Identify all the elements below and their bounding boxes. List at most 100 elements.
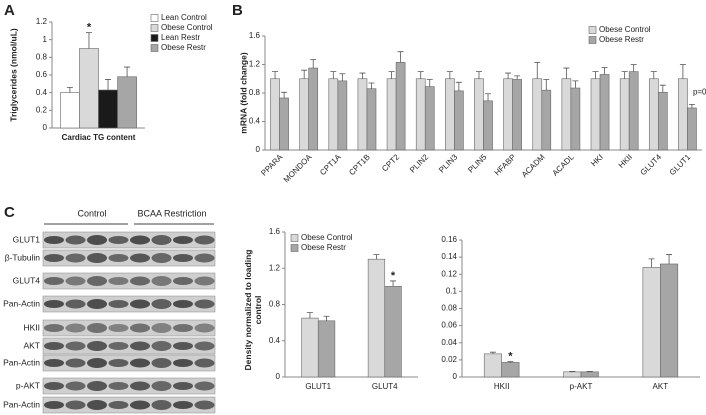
blot-band bbox=[65, 276, 86, 286]
blot-band bbox=[65, 400, 86, 410]
blot-band bbox=[87, 400, 107, 410]
panel-label: C bbox=[4, 204, 15, 221]
error-bar bbox=[388, 71, 395, 79]
bar bbox=[512, 79, 522, 151]
bar bbox=[337, 80, 348, 151]
y-tick-label: 0 bbox=[256, 145, 261, 154]
error-bar bbox=[563, 67, 570, 79]
error-bar bbox=[507, 361, 514, 363]
blot-label: Pan-Actin bbox=[3, 298, 40, 308]
blot-band bbox=[108, 254, 129, 262]
y-tick-label: 0.1 bbox=[446, 286, 458, 295]
bar bbox=[561, 78, 572, 151]
y-tick-label: 0 bbox=[453, 372, 458, 381]
y-tick-label: 0.04 bbox=[441, 338, 457, 347]
error-bar bbox=[373, 254, 380, 260]
bar bbox=[660, 263, 679, 378]
blot-strip bbox=[42, 354, 216, 372]
blot-band bbox=[151, 299, 172, 309]
blot-band bbox=[130, 276, 150, 286]
blot-band bbox=[194, 235, 215, 245]
blot-band bbox=[130, 341, 150, 351]
blot-band bbox=[108, 236, 129, 244]
bar bbox=[483, 100, 493, 151]
blot-band bbox=[173, 324, 193, 332]
bar bbox=[366, 88, 377, 151]
bar bbox=[483, 353, 502, 378]
legend-swatch bbox=[150, 24, 159, 32]
error-bar bbox=[630, 64, 637, 72]
y-tick-label: 0.4 bbox=[36, 88, 48, 97]
error-bar bbox=[390, 280, 397, 287]
legend-swatch bbox=[290, 234, 299, 242]
bar bbox=[687, 107, 697, 151]
blot-band bbox=[44, 254, 64, 262]
bar bbox=[642, 267, 661, 378]
y-tick-label: 0.16 bbox=[441, 235, 457, 244]
blot-band bbox=[65, 323, 86, 333]
error-bar bbox=[485, 93, 492, 101]
legend-label: Obese Restr bbox=[301, 243, 346, 252]
y-tick-label: 0 bbox=[276, 372, 281, 381]
bar bbox=[628, 71, 639, 151]
x-tick-label: HKII bbox=[617, 153, 634, 170]
blot-strip bbox=[42, 396, 216, 414]
x-tick-label: PPARA bbox=[259, 152, 285, 178]
blot-band bbox=[151, 323, 172, 333]
error-bar bbox=[475, 71, 482, 79]
error-bar bbox=[85, 32, 92, 49]
annotation: * bbox=[87, 22, 92, 34]
bar bbox=[599, 74, 610, 151]
legend-label: Lean Control bbox=[161, 13, 207, 22]
blot-strip bbox=[42, 272, 216, 290]
bar bbox=[657, 91, 668, 151]
bar bbox=[98, 89, 118, 129]
blot-band bbox=[65, 358, 86, 368]
legend-swatch bbox=[290, 244, 299, 252]
blot-band bbox=[194, 323, 215, 333]
annotation: p=0.06 bbox=[693, 88, 706, 97]
blot-band bbox=[65, 253, 86, 263]
x-tick-label: GLUT4 bbox=[372, 382, 398, 391]
blot-band bbox=[65, 341, 86, 351]
blot-band bbox=[87, 276, 107, 286]
y-tick-label: 1.2 bbox=[36, 17, 48, 26]
bar bbox=[60, 92, 80, 129]
legend-swatch bbox=[588, 26, 597, 34]
blot-label: HKII bbox=[23, 322, 40, 332]
bar bbox=[301, 317, 319, 378]
bar bbox=[454, 90, 464, 151]
blot-band bbox=[44, 236, 64, 244]
x-tick-label: MONDOA bbox=[282, 152, 314, 184]
legend-swatch bbox=[588, 36, 597, 44]
blot-band bbox=[65, 235, 86, 245]
error-bar bbox=[514, 75, 521, 80]
error-bar bbox=[534, 61, 541, 79]
blot-band bbox=[173, 236, 193, 244]
error-bar bbox=[426, 79, 433, 87]
blot-band bbox=[87, 341, 107, 351]
blot-band bbox=[130, 358, 150, 368]
blot-band bbox=[173, 254, 193, 262]
error-bar bbox=[601, 66, 608, 75]
bar bbox=[386, 78, 397, 151]
x-tick-label: PLIN2 bbox=[408, 152, 430, 174]
error-bar bbox=[417, 71, 424, 79]
error-bar bbox=[306, 312, 313, 319]
blot-band bbox=[130, 253, 150, 263]
error-bar bbox=[105, 79, 112, 91]
bar bbox=[541, 89, 552, 151]
blot-label: p-AKT bbox=[16, 380, 40, 390]
error-bar bbox=[659, 84, 666, 93]
bar bbox=[590, 78, 601, 151]
blot-band bbox=[87, 299, 107, 309]
blot-label: GLUT4 bbox=[13, 275, 41, 285]
bar bbox=[117, 76, 137, 129]
x-tick-label: ACADL bbox=[551, 152, 577, 178]
bar bbox=[570, 87, 581, 151]
y-tick-label: 0.12 bbox=[441, 269, 457, 278]
y-tick-label: 0 bbox=[43, 123, 48, 132]
blot-band bbox=[44, 382, 64, 390]
blot-band bbox=[173, 359, 193, 367]
blot-band bbox=[108, 401, 129, 409]
